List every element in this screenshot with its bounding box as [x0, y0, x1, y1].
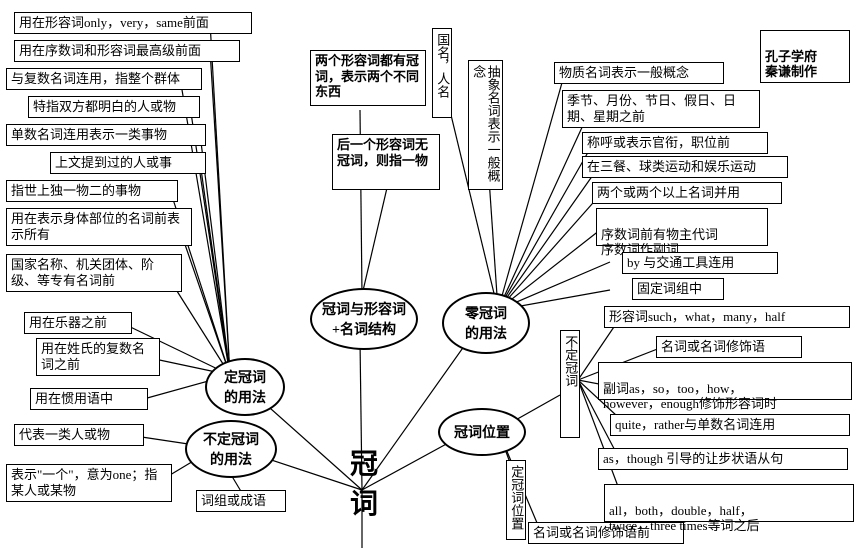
box-r1: 物质名词表示一般概念 [554, 62, 724, 84]
box-m1: 两个形容词都有冠词，表示两个不同东西 [310, 50, 426, 106]
box-r2-text: 季节、月份、节日、假日、日期、星期之前 [567, 93, 736, 124]
bubble-adj-struct-text: 冠词与形容词 +名词结构 [322, 299, 406, 339]
box-l6: 上文提到过的人或事 [50, 152, 206, 174]
bubble-guanci-pos-text: 冠词位置 [454, 422, 510, 442]
box-l10: 用在乐器之前 [24, 312, 132, 334]
box-r9: 形容词such，what，many，half [604, 306, 850, 328]
box-l5-text: 单数名词连用表示一类事物 [11, 127, 167, 142]
box-r7: by 与交通工具连用 [622, 252, 778, 274]
box-l8: 用在表示身体部位的名词前表示所有 [6, 208, 192, 246]
bubble-lingguan-text: 零冠词 的用法 [465, 303, 507, 343]
box-m2: 后一个形容词无冠词，则指一物 [332, 134, 440, 190]
box-r11: 副词as，so，too，how， however，enough修饰形容词时 [598, 362, 852, 400]
box-r3: 称呼或表示官衔，职位前 [582, 132, 768, 154]
credit-text: 孔子学府 秦谦制作 [765, 49, 817, 80]
box-r8: 固定词组中 [632, 278, 724, 300]
box-l15-text: 词组或成语 [201, 493, 266, 508]
bubble-lingguan: 零冠词 的用法 [442, 292, 530, 354]
box-l3: 与复数名词连用，指整个群体 [6, 68, 202, 90]
box-r3-text: 称呼或表示官衔，职位前 [587, 135, 730, 150]
vbox-chouxiang: 抽象名词表示一般概念 [468, 60, 503, 190]
box-l11-text: 用在姓氏的复数名词之前 [41, 341, 145, 372]
vbox-dingguan-pos: 定冠词位置 [506, 460, 526, 540]
box-l14: 表示"一个"，意为one；指某人或某物 [6, 464, 172, 502]
vbox-guoming-text: 国名，人名 [435, 33, 450, 98]
vbox-guoming: 国名，人名 [432, 28, 452, 118]
box-r1-text: 物质名词表示一般概念 [559, 65, 689, 80]
box-l13-text: 代表一类人或物 [19, 427, 110, 442]
box-l8-text: 用在表示身体部位的名词前表示所有 [11, 211, 180, 242]
box-r5: 两个或两个以上名词并用 [592, 182, 782, 204]
box-r7-text: by 与交通工具连用 [627, 255, 734, 270]
bubble-budingguan: 不定冠词 的用法 [185, 420, 277, 478]
bubble-budingguan-text: 不定冠词 的用法 [203, 429, 259, 469]
box-l9: 国家名称、机关团体、阶级、等专有名词前 [6, 254, 182, 292]
box-r2: 季节、月份、节日、假日、日期、星期之前 [562, 90, 760, 128]
box-l3-text: 与复数名词连用，指整个群体 [11, 71, 180, 86]
box-r12-text: quite，rather与单数名词连用 [615, 417, 775, 432]
box-r14-text: all，both，double，half， twice，three times等… [609, 503, 760, 534]
box-m2-text: 后一个形容词无冠词，则指一物 [337, 137, 428, 168]
box-m1-text: 两个形容词都有冠词，表示两个不同东西 [315, 53, 419, 99]
vbox-chouxiang-text: 抽象名词表示一般概念 [471, 65, 500, 182]
box-l7-text: 指世上独一物二的事物 [11, 183, 141, 198]
box-l10-text: 用在乐器之前 [29, 315, 107, 330]
box-r13: as，though 引导的让步状语从句 [598, 448, 848, 470]
box-l6-text: 上文提到过的人或事 [55, 155, 172, 170]
box-l2: 用在序数词和形容词最高级前面 [14, 40, 240, 62]
box-l13: 代表一类人或物 [14, 424, 144, 446]
box-r10-text: 名词或名词修饰语 [661, 339, 765, 354]
box-r13-text: as，though 引导的让步状语从句 [603, 451, 783, 466]
box-l7: 指世上独一物二的事物 [6, 180, 178, 202]
bubble-dingguan: 定冠词 的用法 [205, 358, 285, 416]
box-l15: 词组或成语 [196, 490, 286, 512]
box-r9-text: 形容词such，what，many，half [609, 309, 785, 324]
box-r5-text: 两个或两个以上名词并用 [597, 185, 740, 200]
box-r4-text: 在三餐、球类运动和娱乐运动 [587, 159, 756, 174]
mindmap-canvas: { "title": "冠词", "credit": "孔子学府\n秦谦制作",… [0, 0, 863, 552]
vbox-buding-text: 不定冠词 [563, 335, 578, 387]
box-l2-text: 用在序数词和形容词最高级前面 [19, 43, 201, 58]
box-r4: 在三餐、球类运动和娱乐运动 [582, 156, 788, 178]
box-l4: 特指双方都明白的人或物 [28, 96, 200, 118]
box-r11-text: 副词as，so，too，how， however，enough修饰形容词时 [603, 381, 777, 412]
box-r10: 名词或名词修饰语 [656, 336, 802, 358]
box-l12-text: 用在惯用语中 [35, 391, 113, 406]
box-l1-text: 用在形容词only，very，same前面 [19, 15, 209, 30]
vbox-buding: 不定冠词 [560, 330, 580, 438]
bubble-guanci-pos: 冠词位置 [438, 408, 526, 456]
bubble-adj-struct: 冠词与形容词 +名词结构 [310, 288, 418, 350]
root-title: 冠词 [340, 442, 388, 522]
box-l4-text: 特指双方都明白的人或物 [33, 99, 176, 114]
box-r14: all，both，double，half， twice，three times等… [604, 484, 854, 522]
box-l11: 用在姓氏的复数名词之前 [36, 338, 160, 376]
box-l9-text: 国家名称、机关团体、阶级、等专有名词前 [11, 257, 154, 288]
box-r8-text: 固定词组中 [637, 281, 702, 296]
box-l5: 单数名词连用表示一类事物 [6, 124, 206, 146]
vbox-dingguan-pos-text: 定冠词位置 [509, 465, 524, 530]
box-r12: quite，rather与单数名词连用 [610, 414, 850, 436]
root-title-text: 冠词 [350, 449, 378, 520]
box-l12: 用在惯用语中 [30, 388, 148, 410]
box-l1: 用在形容词only，very，same前面 [14, 12, 252, 34]
box-l14-text: 表示"一个"，意为one；指某人或某物 [11, 467, 157, 498]
box-r6: 序数词前有物主代词 序数词作副词 [596, 208, 768, 246]
bubble-dingguan-text: 定冠词 的用法 [224, 367, 266, 407]
credit-box: 孔子学府 秦谦制作 [760, 30, 850, 83]
